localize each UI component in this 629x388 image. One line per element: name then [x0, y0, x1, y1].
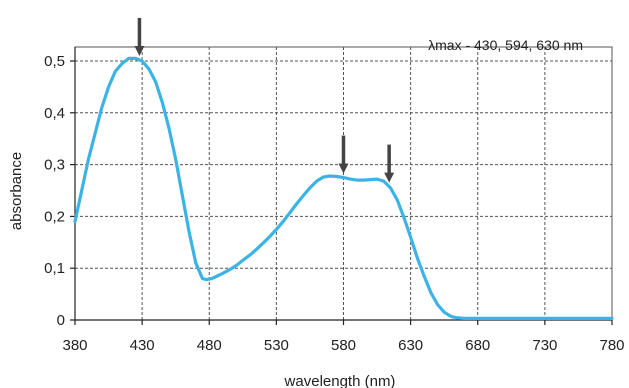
x-tick-label: 730: [532, 337, 557, 354]
x-tick-label: 630: [398, 337, 423, 354]
grid: [74, 46, 613, 321]
peak-marker-head: [384, 172, 395, 183]
peak-markers: [134, 17, 395, 183]
x-axis-label: wavelength (nm): [284, 373, 396, 388]
peak-marker-head: [338, 163, 349, 174]
x-tick-label: 380: [62, 337, 87, 354]
y-tick-label: 0,3: [44, 157, 65, 174]
series: [73, 56, 614, 320]
tick-labels: 380 430 480 530 580 630 680 730 780 0 0,1 0,2 0,3 0,4…: [44, 53, 624, 354]
x-tick-label: 480: [197, 337, 222, 354]
peak-marker-head: [134, 45, 145, 56]
y-tick-label: 0,5: [44, 53, 65, 70]
peak-marker-arrow: [384, 144, 395, 183]
x-tick-label: 680: [465, 337, 490, 354]
x-tick-label: 580: [331, 337, 356, 354]
x-tick-label: 780: [599, 337, 624, 354]
y-tick-label: 0,1: [44, 260, 65, 277]
axes: [70, 47, 613, 325]
y-tick-label: 0: [57, 312, 65, 329]
peak-marker-arrow: [134, 17, 145, 56]
peak-marker-arrow: [338, 135, 349, 174]
absorbance-curve: [73, 56, 614, 320]
y-axis-label: absorbance: [8, 152, 25, 230]
y-tick-label: 0,2: [44, 208, 65, 225]
annotation: λmax - 430, 594, 630 nm: [428, 37, 583, 53]
x-tick-label: 430: [130, 337, 155, 354]
y-tick-label: 0,4: [44, 105, 65, 122]
x-tick-label: 530: [264, 337, 289, 354]
